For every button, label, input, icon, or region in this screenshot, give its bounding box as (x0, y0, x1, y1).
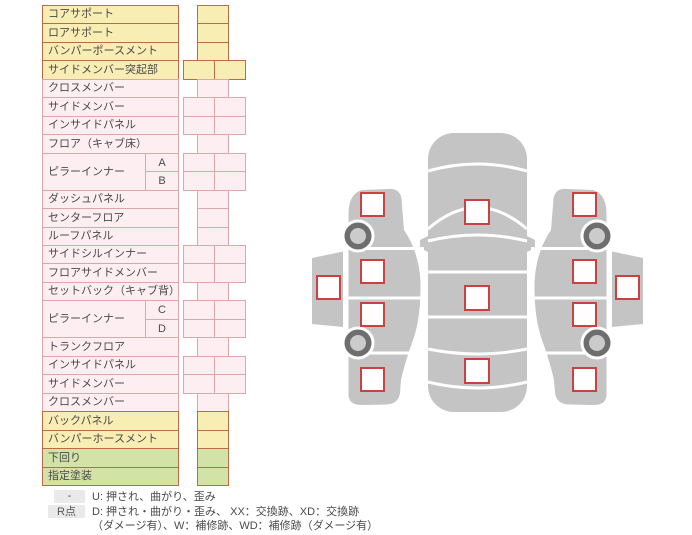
row-sub-9: B (145, 171, 179, 191)
row-sub-8: A (145, 153, 179, 172)
row-label-13: サイドシルインナー (42, 245, 179, 264)
check-cell-9-right[interactable] (214, 171, 246, 191)
check-cell-6-right[interactable] (214, 116, 246, 135)
left-wheels (341, 219, 375, 360)
check-cell-23-center[interactable] (197, 430, 229, 449)
row-label-20: サイドメンバー (42, 374, 179, 394)
row-label-7: フロア（キャブ床） (42, 134, 179, 154)
checkpoint-center-rear[interactable] (464, 358, 490, 384)
legend-badge-rpoint: R点 (48, 504, 85, 518)
check-cell-8-right[interactable] (214, 153, 246, 172)
checkpoint-left-section-3[interactable] (360, 302, 385, 327)
row-label-8: ピラーインナー (42, 153, 146, 191)
row-label-21: クロスメンバー (42, 393, 179, 412)
checkpoint-left-section-2[interactable] (360, 259, 385, 284)
check-cell-17-left[interactable] (183, 319, 215, 338)
check-cell-13-right[interactable] (214, 245, 246, 264)
legend-badge-normal: - (54, 489, 85, 503)
row-label-4: クロスメンバー (42, 79, 179, 98)
check-cell-13-left[interactable] (183, 245, 215, 264)
check-cell-20-right[interactable] (214, 374, 246, 394)
car-damage-diagram (312, 133, 643, 412)
row-label-14: フロアサイドメンバー (42, 263, 179, 283)
checkpoint-center-roof[interactable] (464, 285, 490, 311)
row-label-22: バックパネル (42, 411, 179, 431)
legend-text-u: U: 押され、曲がり、歪み (92, 491, 216, 503)
check-cell-22-center[interactable] (197, 411, 229, 431)
check-cell-14-right[interactable] (214, 263, 246, 283)
row-label-25: 指定塗装 (42, 467, 179, 486)
check-cell-25-center[interactable] (197, 467, 229, 486)
checkpoint-right-section-4[interactable] (572, 367, 597, 392)
row-label-10: ダッシュパネル (42, 190, 179, 209)
checkpoint-right-section-1[interactable] (572, 192, 597, 217)
check-cell-16-left[interactable] (183, 300, 215, 320)
checkpoint-right-section-3[interactable] (572, 302, 597, 327)
check-cell-19-right[interactable] (214, 356, 246, 375)
legend-text-damage: （ダメージ有）、W：補修跡、WD：補修跡（ダメージ有） (92, 520, 379, 532)
row-sub-16: C (145, 300, 179, 320)
check-cell-15-center[interactable] (197, 282, 229, 301)
check-cell-18-center[interactable] (197, 337, 229, 357)
check-cell-1-center[interactable] (197, 23, 229, 43)
check-cell-5-right[interactable] (214, 97, 246, 117)
row-label-16: ピラーインナー (42, 300, 146, 338)
legend-text-d: D: 押され・曲がり・歪み、 XX：交換跡、XD：交換跡 (92, 506, 360, 518)
check-cell-8-left[interactable] (183, 153, 215, 172)
check-cell-12-center[interactable] (197, 227, 229, 246)
check-cell-3-left[interactable] (183, 60, 215, 80)
row-label-5: サイドメンバー (42, 97, 179, 117)
checkpoint-right-outer-panel[interactable] (615, 275, 640, 300)
row-sub-17: D (145, 319, 179, 338)
check-cell-5-left[interactable] (183, 97, 215, 117)
check-cell-3-right[interactable] (214, 60, 246, 80)
check-cell-19-left[interactable] (183, 356, 215, 375)
row-label-15: セットバック（キャブ背） (42, 282, 180, 301)
right-wheels (580, 219, 614, 360)
legend-line-1: - U: 押され、曲がり、歪み (48, 488, 216, 504)
check-cell-10-center[interactable] (197, 190, 229, 209)
check-cell-6-left[interactable] (183, 116, 215, 135)
check-cell-9-left[interactable] (183, 171, 215, 191)
row-label-6: インサイドパネル (42, 116, 179, 135)
check-cell-16-right[interactable] (214, 300, 246, 320)
legend-line-3: （ダメージ有）、W：補修跡、WD：補修跡（ダメージ有） (92, 517, 378, 533)
row-label-1: ロアサポート (42, 23, 179, 43)
row-label-11: センターフロア (42, 208, 179, 228)
checkpoint-right-section-2[interactable] (572, 259, 597, 284)
check-cell-24-center[interactable] (197, 448, 229, 468)
check-cell-14-left[interactable] (183, 263, 215, 283)
check-cell-11-center[interactable] (197, 208, 229, 228)
legend-line-2: R点 D: 押され・曲がり・歪み、 XX：交換跡、XD：交換跡 (48, 503, 359, 519)
checkpoint-center-windshield[interactable] (464, 199, 490, 225)
check-cell-20-left[interactable] (183, 374, 215, 394)
row-label-2: バンパーポースメント (42, 42, 179, 61)
row-label-24: 下回り (42, 448, 179, 468)
row-label-23: バンパーホースメント (42, 430, 179, 449)
checkpoint-left-section-1[interactable] (360, 192, 385, 217)
row-label-0: コアサポート (42, 5, 179, 24)
check-cell-7-center[interactable] (197, 134, 229, 154)
row-label-18: トランクフロア (42, 337, 179, 357)
row-label-3: サイドメンバー突起部 (42, 60, 179, 80)
row-label-12: ルーフパネル (42, 227, 179, 246)
check-cell-2-center[interactable] (197, 42, 229, 61)
check-cell-17-right[interactable] (214, 319, 246, 338)
check-cell-21-center[interactable] (197, 393, 229, 412)
checkpoint-left-section-4[interactable] (360, 367, 385, 392)
check-cell-0-center[interactable] (197, 5, 229, 24)
row-label-19: インサイドパネル (42, 356, 179, 375)
check-cell-4-center[interactable] (197, 79, 229, 98)
checkpoint-left-outer-panel[interactable] (316, 275, 341, 300)
